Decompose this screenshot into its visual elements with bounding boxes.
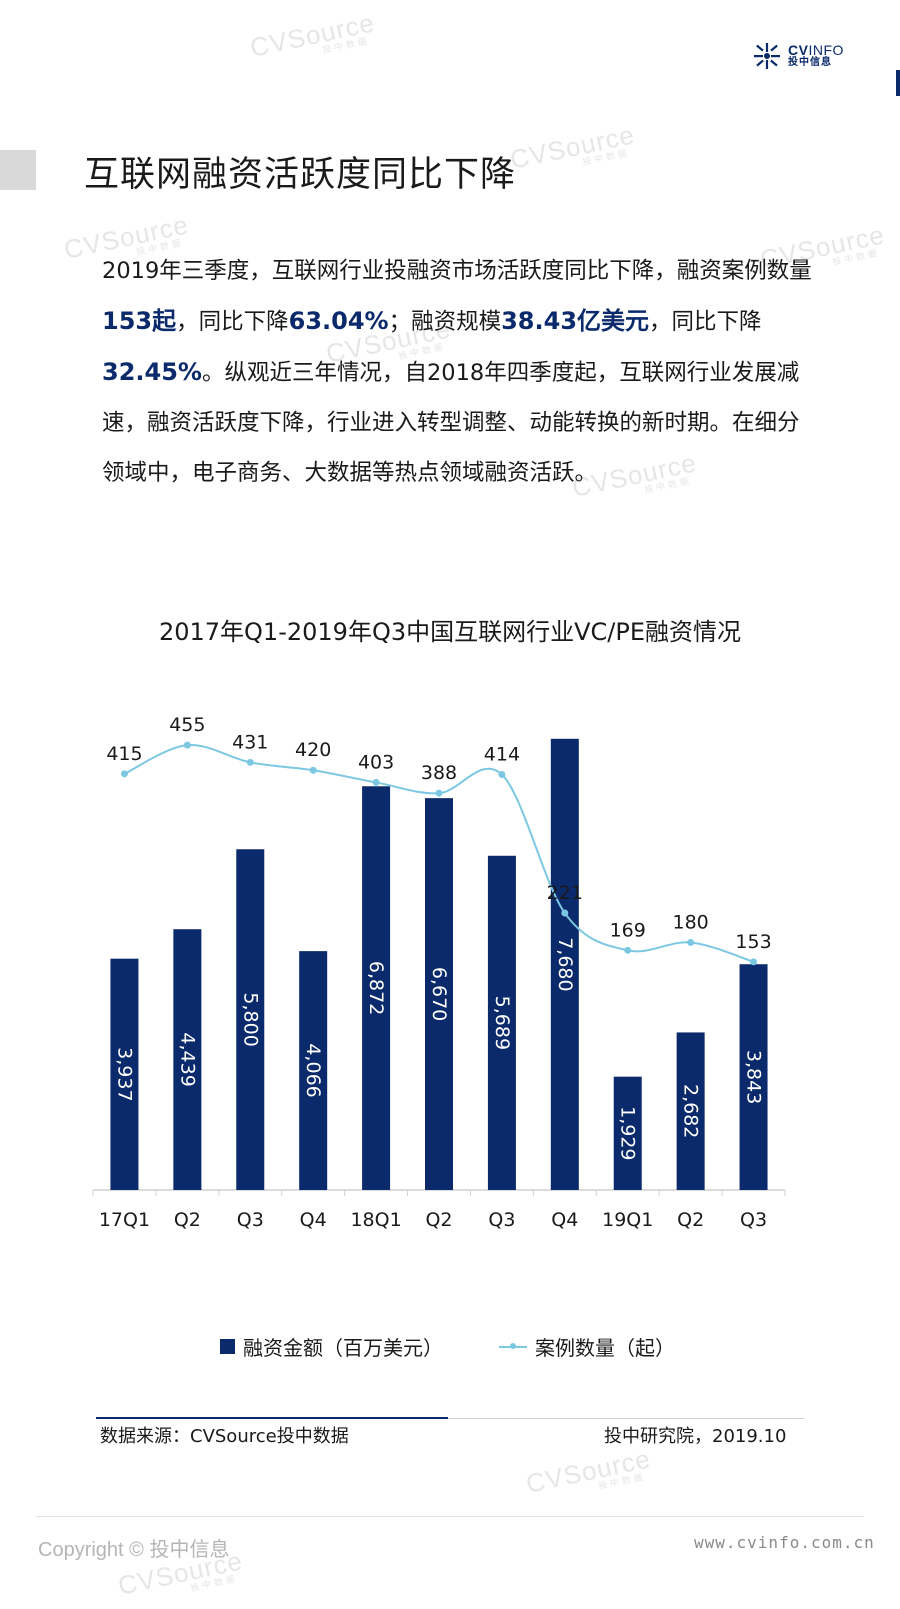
bar-label: 5,689	[491, 996, 513, 1050]
bar	[676, 1032, 705, 1190]
x-tick-label: Q3	[237, 1209, 264, 1231]
bar	[110, 958, 139, 1190]
source-divider	[96, 1417, 448, 1419]
count-label: 180	[673, 911, 709, 933]
bar	[613, 1076, 642, 1190]
count-point	[309, 766, 317, 774]
bar	[173, 929, 202, 1190]
count-label: 431	[232, 731, 268, 753]
count-point	[183, 741, 191, 749]
legend-swatch-count	[499, 1342, 527, 1349]
logo-brand-info: INFO	[808, 42, 844, 59]
source-right: 投中研究院，2019.10	[604, 1426, 787, 1447]
count-label: 414	[484, 744, 520, 766]
count-line	[124, 744, 754, 963]
watermark: CVSource 投中数据	[247, 7, 378, 63]
x-tick-label: 18Q1	[350, 1209, 401, 1231]
count-point	[120, 770, 128, 778]
logo-subtitle: 投中信息	[788, 57, 832, 69]
chart-legend: 融资金额（百万美元） 案例数量（起）	[220, 1332, 675, 1361]
bar	[550, 738, 579, 1190]
legend-label-count: 案例数量（起）	[535, 1336, 675, 1360]
x-tick-label: 19Q1	[602, 1209, 653, 1231]
watermark: CVSource 投中数据	[507, 119, 638, 175]
bar-label: 6,872	[365, 961, 387, 1015]
count-point	[372, 778, 380, 786]
bar-label: 5,800	[239, 992, 261, 1046]
bar	[299, 951, 328, 1190]
source-left: 数据来源：CVSource投中数据	[100, 1426, 349, 1447]
count-label: 388	[421, 762, 457, 784]
summary-paragraph: 2019年三季度，互联网行业投融资市场活跃度同比下降，融资案例数量153起，同比…	[102, 258, 812, 486]
count-label: 455	[169, 714, 205, 736]
cvinfo-logo: CVINFO 投中信息	[752, 42, 844, 70]
count-label: 169	[610, 919, 646, 941]
count-label: 221	[547, 882, 583, 904]
copyright: Copyright © 投中信息	[38, 1539, 230, 1561]
x-tick-label: Q2	[425, 1209, 452, 1231]
bar-label: 1,929	[617, 1106, 639, 1160]
count-point	[624, 946, 632, 954]
cvinfo-logo-icon	[754, 43, 780, 69]
bar	[362, 786, 391, 1190]
x-tick-label: Q3	[488, 1209, 515, 1231]
bar-label: 4,066	[302, 1043, 324, 1097]
count-point	[687, 938, 695, 946]
count-point	[435, 789, 443, 797]
bar-label: 7,680	[554, 937, 576, 991]
highlight-amount-decline: 32.45%	[102, 358, 202, 386]
x-tick-label: Q2	[677, 1209, 704, 1231]
title-accent-bar	[0, 150, 36, 190]
source-divider-light	[448, 1418, 804, 1419]
bar	[739, 964, 768, 1190]
bar-label: 6,670	[428, 967, 450, 1021]
count-point	[498, 771, 506, 779]
highlight-amount: 38.43亿美元	[501, 307, 650, 335]
x-tick-label: Q4	[551, 1209, 578, 1231]
x-tick-label: Q4	[300, 1209, 327, 1231]
footer-divider	[36, 1516, 864, 1517]
count-point	[246, 758, 254, 766]
page-title: 互联网融资活跃度同比下降	[84, 155, 517, 195]
bar	[487, 855, 516, 1190]
x-tick-label: Q2	[174, 1209, 201, 1231]
bar-label: 3,843	[743, 1050, 765, 1104]
bar	[236, 849, 265, 1190]
footer-url[interactable]: www.cvinfo.com.cn	[694, 1533, 875, 1552]
x-tick-label: Q3	[740, 1209, 767, 1231]
count-label: 415	[106, 743, 142, 765]
bar-label: 3,937	[113, 1047, 135, 1101]
edge-marker	[896, 70, 900, 96]
legend-label-amount: 融资金额（百万美元）	[243, 1336, 443, 1360]
count-label: 420	[295, 739, 331, 761]
chart-title: 2017年Q1-2019年Q3中国互联网行业VC/PE融资情况	[158, 618, 742, 646]
count-label: 403	[358, 751, 394, 773]
highlight-case-count: 153起	[102, 307, 177, 335]
highlight-case-decline: 63.04%	[288, 307, 389, 335]
legend-swatch-amount	[220, 1339, 235, 1354]
logo-brand-cv: CV	[788, 42, 809, 59]
count-label: 153	[735, 931, 771, 953]
bar-label: 2,682	[680, 1084, 702, 1138]
bar-label: 4,439	[176, 1032, 198, 1086]
count-point	[561, 909, 569, 917]
count-point	[750, 958, 758, 966]
financing-chart: 3,937 4,439 5,800 4,066 6,872 6,670 5,689 7,680…	[92, 714, 786, 1231]
bar	[425, 798, 453, 1190]
x-tick-label: 17Q1	[99, 1209, 150, 1231]
watermark: CVSource 投中数据	[523, 1443, 654, 1499]
